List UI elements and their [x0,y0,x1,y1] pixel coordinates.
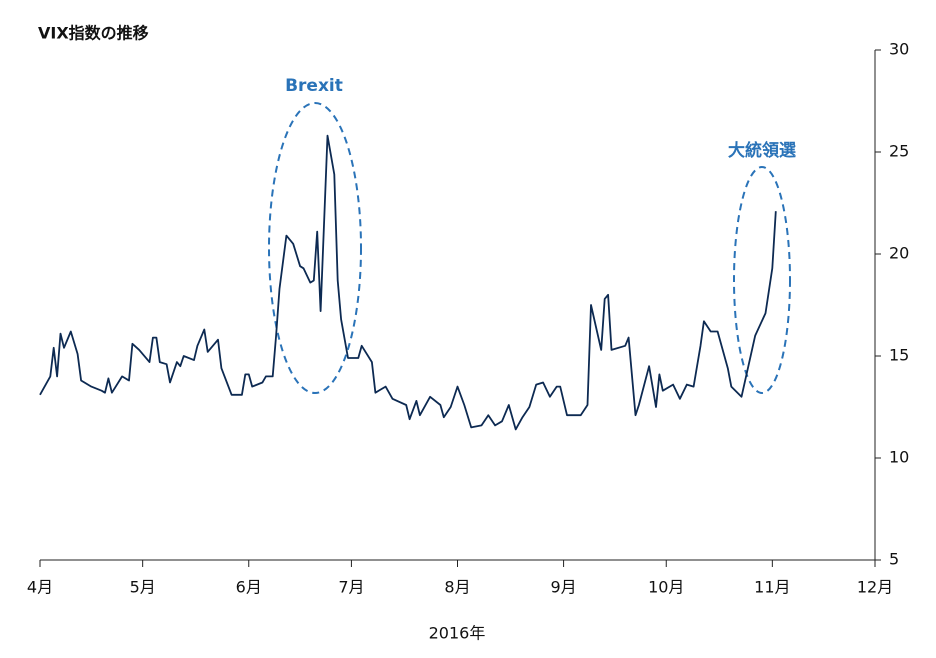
annotation: 大統領選 [728,140,796,161]
y-tick-label: 20 [889,244,909,263]
x-tick-label: 10月 [648,578,684,597]
x-tick-label: 12月 [857,578,893,597]
x-tick-label: 4月 [27,578,53,597]
x-tick-label: 7月 [338,578,364,597]
y-tick-label: 10 [889,448,909,467]
x-tick-label: 8月 [444,578,470,597]
annotation-ellipse [268,102,362,394]
x-tick-label: 6月 [236,578,262,597]
x-tick-label: 9月 [550,578,576,597]
chart-title: VIX指数の推移 [38,24,149,43]
annotation: Brexit [285,76,343,96]
x-tick-label: 11月 [754,578,790,597]
line-series [39,134,777,431]
y-tick-label: 5 [889,550,899,569]
y-tick-label: 30 [889,40,909,59]
y-tick-label: 25 [889,142,909,161]
y-tick-label: 15 [889,346,909,365]
x-tick-label: 5月 [130,578,156,597]
annotation-ellipse [733,166,791,394]
x-axis-label: 2016年 [429,624,486,643]
